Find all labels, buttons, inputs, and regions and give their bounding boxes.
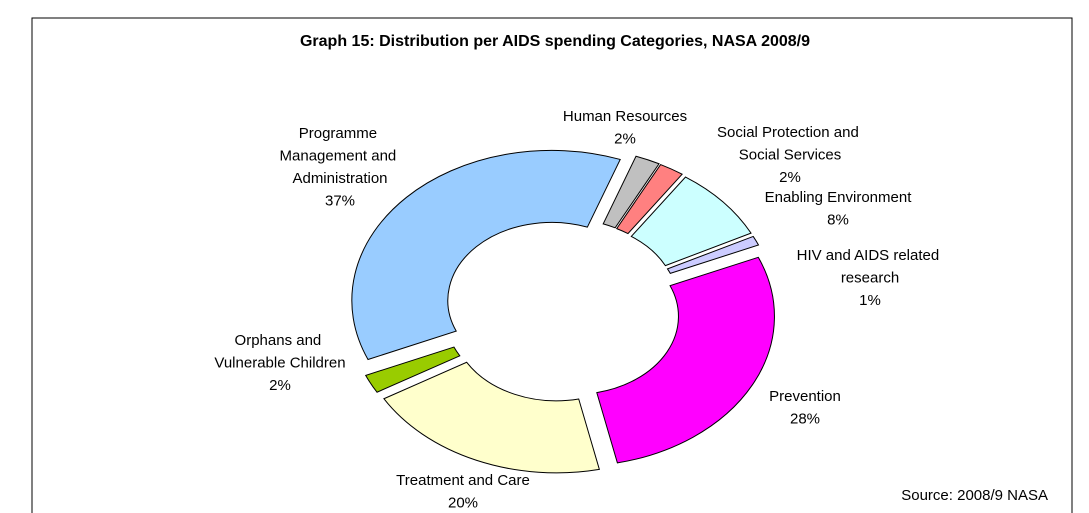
source-note: Source: 2008/9 NASA (901, 487, 1048, 504)
donut-slice (383, 361, 600, 474)
slice-value-label: 8% (827, 212, 849, 229)
label-line: Social Services (739, 147, 842, 164)
slice-label: Enabling Environment (765, 189, 913, 206)
label-line: HIV and AIDS related (797, 247, 944, 264)
label-line: Vulnerable Children (214, 355, 345, 372)
donut-slice (630, 176, 752, 267)
slice-value-label: 1% (859, 292, 881, 309)
label-line: Treatment and Care (396, 472, 530, 489)
slice-label: Human Resources (563, 108, 687, 125)
chart-title: Graph 15: Distribution per AIDS spending… (300, 33, 810, 50)
donut-slice (602, 155, 660, 229)
slice-value-label: 20% (448, 495, 478, 512)
donut-slice (615, 163, 683, 235)
label-line: Management and (280, 148, 401, 165)
label-line: Orphans and (235, 332, 326, 349)
slice-value-label: 37% (325, 193, 355, 210)
slice-value-label: 28% (790, 411, 820, 428)
label-line: Prevention (769, 388, 841, 405)
slice-value-label: 2% (779, 169, 801, 186)
label-line: Human Resources (563, 108, 687, 125)
donut-slice (666, 235, 760, 274)
slice-label: Social Protection and Social Services (717, 124, 863, 164)
slice-label: HIV and AIDS related research (797, 247, 944, 287)
slice-label: Prevention (769, 388, 841, 405)
label-line: Administration (292, 170, 387, 187)
slice-label: Programme Management and Administration (280, 125, 401, 187)
label-line: research (841, 270, 899, 287)
slice-label: Treatment and Care (396, 472, 530, 489)
label-line: Social Protection and (717, 124, 863, 141)
donut-slice (596, 256, 775, 464)
label-line: Programme (299, 125, 382, 142)
label-line: Enabling Environment (765, 189, 913, 206)
slice-value-label: 2% (614, 131, 636, 148)
donut-slice (364, 346, 461, 393)
slice-label: Orphans and Vulnerable Children (214, 332, 345, 372)
donut-slice (351, 149, 621, 361)
slice-value-label: 2% (269, 377, 291, 394)
